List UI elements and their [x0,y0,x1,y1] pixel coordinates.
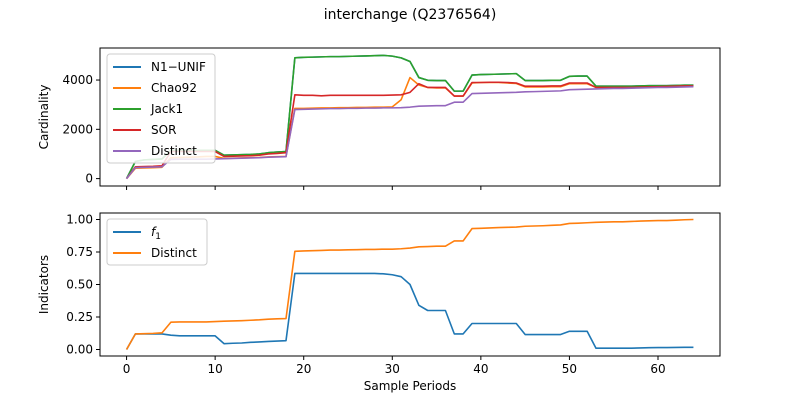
legend-box [106,53,216,164]
y-tick-label: 4000 [62,73,93,87]
legend: f1 Distinct [106,218,208,266]
y-axis-label: Cardinality [37,85,51,150]
series-line-0-4 [125,85,694,180]
y-axis-label: Indicators [37,255,51,314]
x-axis-label: Sample Periods [364,379,456,393]
y-tick-label: 2000 [62,122,93,136]
series-line-1-1 [125,218,694,350]
legend-entry: Distinct [151,144,197,158]
y-tick-label: 0.50 [66,278,93,292]
legend-entry: Chao92 [151,81,197,95]
x-tick-label: 20 [296,362,311,376]
series-line-1-0 [125,272,694,350]
legend: N1−UNIF Chao92 Jack1 SOR Distinct [106,53,216,164]
indicators-panel: 0 10 20 30 40 50 60 0.00 0.25 0.50 0.75 1.00 Indicat… [37,212,721,393]
legend-entry: SOR [151,123,176,137]
x-tick-label: 10 [208,362,223,376]
chart-title: interchange (Q2376564) [324,7,497,23]
legend-entry: Jack1 [150,102,183,116]
x-tick-label: 0 [123,362,131,376]
cardinality-panel: 0 2000 4000 Cardinality N1−UNIF Chao92 Jack1 SO… [37,47,721,190]
x-tick-label: 50 [562,362,577,376]
legend-entry: N1−UNIF [151,60,206,74]
x-tick-label: 30 [385,362,400,376]
x-tick-label: 60 [650,362,665,376]
y-tick-label: 0.00 [66,343,93,357]
y-tick-label: 0 [85,172,93,186]
series-line-0-3 [125,81,694,180]
x-tick-label: 40 [473,362,488,376]
y-tick-label: 1.00 [66,213,93,227]
y-tick-label: 0.25 [66,310,93,324]
series-line-0-2 [125,54,694,179]
legend-entry: f1 [151,225,161,242]
axes-frame [99,47,721,187]
y-tick-label: 0.75 [66,245,93,259]
legend-entry: Distinct [151,246,197,260]
